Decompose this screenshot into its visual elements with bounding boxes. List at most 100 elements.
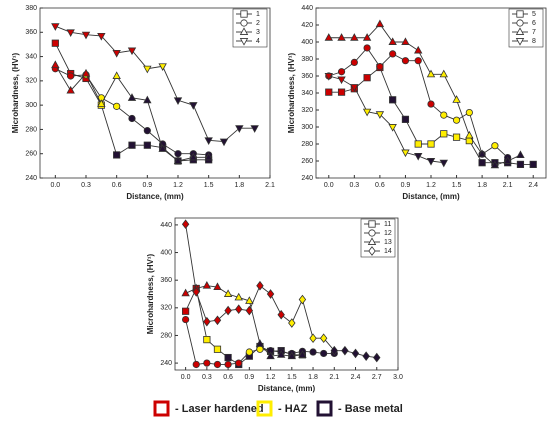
legend-label: 14 [384, 248, 392, 255]
x-tick-label: 0.9 [244, 374, 254, 381]
marker [330, 345, 338, 356]
x-tick-label: 0.6 [223, 374, 233, 381]
marker [375, 111, 385, 119]
marker [213, 345, 222, 353]
marker [414, 57, 422, 65]
marker [203, 335, 211, 344]
plot-frame [315, 7, 547, 179]
marker [325, 88, 333, 96]
marker [245, 296, 254, 304]
marker [81, 31, 91, 40]
marker [255, 339, 265, 347]
marker [143, 127, 151, 135]
y-tick-label: 340 [301, 90, 313, 97]
legend-label: 8 [532, 38, 536, 45]
y-tick-label: 320 [25, 78, 37, 85]
marker [127, 93, 137, 101]
marker [324, 73, 333, 81]
marker [128, 141, 136, 149]
y-tick-label: 360 [25, 29, 37, 36]
y-tick-label: 400 [301, 39, 313, 46]
marker [426, 158, 436, 166]
marker [414, 140, 422, 148]
y-tick-label: 340 [25, 53, 37, 60]
zone-swatch [153, 400, 170, 417]
marker [240, 19, 248, 27]
x-tick-label: 1.5 [204, 182, 214, 189]
marker [158, 144, 167, 152]
marker [277, 309, 285, 320]
marker [427, 100, 435, 108]
y-tick-label: 360 [301, 73, 313, 80]
legend-label: 7 [532, 29, 536, 36]
y-tick-label: 320 [301, 107, 313, 114]
y-tick-label: 440 [160, 222, 172, 229]
marker [337, 88, 346, 96]
marker [213, 360, 222, 369]
marker [189, 152, 198, 161]
marker [439, 159, 448, 168]
marker [213, 282, 222, 291]
marker [66, 29, 75, 37]
y-tick-label: 300 [301, 124, 313, 131]
marker [143, 65, 152, 74]
series-line [185, 287, 303, 366]
x-tick-label: 1.8 [308, 374, 318, 381]
marker [388, 124, 397, 132]
marker [276, 350, 286, 358]
marker [516, 160, 525, 168]
marker [516, 150, 525, 159]
marker [414, 152, 423, 161]
y-tick-label: 280 [160, 332, 172, 339]
marker [143, 95, 152, 104]
marker [112, 49, 121, 58]
marker [182, 315, 190, 324]
marker [337, 76, 346, 85]
marker [189, 102, 198, 110]
marker [452, 95, 461, 103]
marker [219, 138, 229, 147]
legend-label: 6 [532, 20, 536, 27]
marker [213, 315, 222, 326]
marker [350, 33, 359, 41]
plot-frame [174, 217, 399, 371]
series-line [328, 75, 444, 164]
legend-frame [508, 8, 544, 48]
marker [375, 19, 385, 28]
marker [223, 289, 233, 297]
y-axis-label: Microhardness, (HV¹) [287, 52, 296, 133]
marker [362, 33, 372, 41]
marker [182, 307, 190, 315]
marker [491, 142, 499, 150]
marker [256, 280, 264, 291]
series-line [185, 224, 377, 359]
marker [234, 292, 243, 301]
marker [373, 352, 381, 363]
marker [113, 102, 121, 110]
marker [401, 57, 410, 65]
marker [173, 156, 183, 164]
marker [388, 37, 397, 45]
marker [515, 38, 525, 46]
marker [288, 318, 296, 328]
marker [309, 333, 317, 344]
x-tick-label: 0.0 [324, 182, 334, 189]
marker [224, 360, 232, 369]
y-tick-label: 380 [301, 56, 313, 63]
x-tick-label: 0.6 [112, 182, 122, 189]
marker [158, 63, 167, 71]
marker [240, 10, 248, 18]
plot-frame [39, 7, 271, 179]
marker [202, 281, 212, 289]
y-tick-label: 240 [301, 175, 313, 182]
marker [337, 33, 346, 41]
marker [490, 160, 500, 169]
marker [465, 108, 473, 117]
series-line [328, 66, 534, 165]
marker [401, 149, 410, 158]
marker [173, 97, 183, 105]
legend-label: 11 [384, 221, 391, 228]
x-tick-label: 0.3 [349, 182, 359, 189]
marker [439, 69, 448, 78]
marker [66, 85, 75, 94]
